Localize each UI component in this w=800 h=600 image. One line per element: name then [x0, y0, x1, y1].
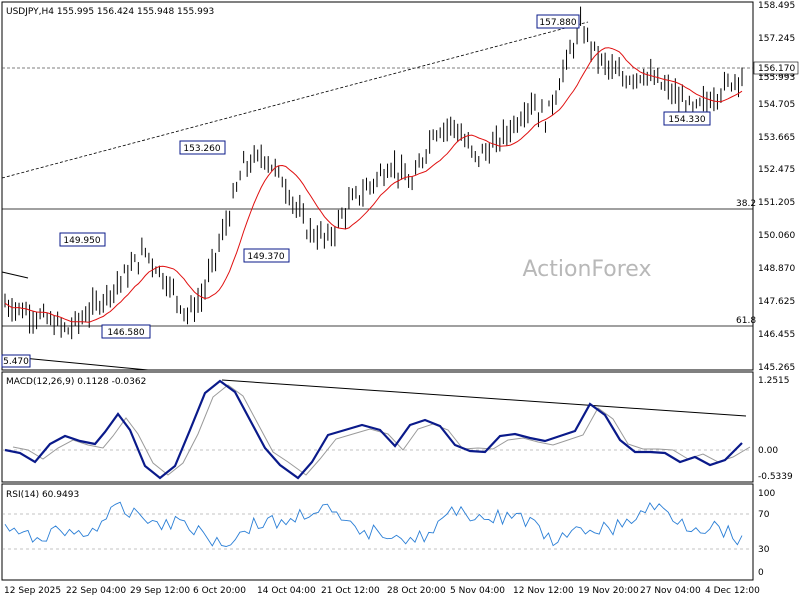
- x-axis: 12 Sep 2025 22 Sep 04:00 29 Sep 12:00 6 Oct…: [4, 586, 760, 596]
- svg-text:153.260: 153.260: [183, 144, 220, 154]
- moving-average-line: [4, 47, 743, 323]
- price-ytick: 157.245: [758, 34, 795, 44]
- x-tick-label: 12 Sep 2025: [4, 586, 61, 596]
- annotation-157880: 157.880: [536, 14, 580, 29]
- x-tick-label: 27 Nov 04:00: [640, 586, 701, 596]
- macd-ytick-top: 1.2515: [758, 376, 790, 386]
- svg-text:155.993: 155.993: [758, 73, 795, 83]
- fib-61-label: 61.8: [736, 316, 756, 326]
- svg-text:156.170: 156.170: [758, 64, 795, 74]
- rsi-line: [4, 501, 743, 547]
- annotation-5470: 5.470: [1, 354, 31, 368]
- candles-group: [4, 6, 743, 340]
- price-y-axis: 158.495157.245155.955154.705153.665152.4…: [758, 1, 795, 373]
- annotation-154330: 154.330: [663, 111, 711, 126]
- annotation-149950: 149.950: [59, 232, 106, 247]
- price-ytick: 147.625: [758, 297, 795, 307]
- current-price-tag: 156.170 155.993: [753, 61, 799, 83]
- macd-ytick-bottom: -0.5339: [758, 472, 793, 482]
- svg-text:146.580: 146.580: [107, 328, 144, 338]
- svg-text:154.330: 154.330: [668, 115, 705, 125]
- x-tick-label: 5 Nov 04:00: [450, 586, 505, 596]
- svg-text:149.950: 149.950: [63, 236, 100, 246]
- x-tick-label: 22 Sep 04:00: [66, 586, 126, 596]
- x-tick-label: 19 Nov 20:00: [578, 586, 639, 596]
- svg-text:157.880: 157.880: [539, 18, 576, 28]
- fib-38-label: 38.2: [736, 199, 756, 209]
- price-ytick: 154.705: [758, 100, 795, 110]
- watermark: ActionForex: [523, 257, 652, 282]
- annotation-153260: 153.260: [179, 140, 226, 155]
- price-ytick: 145.265: [758, 363, 795, 373]
- rsi-panel: [1, 483, 754, 581]
- price-panel: [1, 1, 754, 371]
- rsi-ytick-30: 30: [758, 545, 770, 555]
- rsi-title: RSI(14) 60.9493: [6, 490, 79, 500]
- rsi-ytick-0: 0: [758, 568, 764, 578]
- svg-text:5.470: 5.470: [3, 357, 29, 367]
- x-tick-label: 6 Oct 20:00: [193, 586, 246, 596]
- price-ytick: 151.205: [758, 198, 795, 208]
- svg-text:149.370: 149.370: [247, 252, 284, 262]
- macd-title: MACD(12,26,9) 0.1128 -0.0362: [6, 377, 146, 387]
- trend-line-short: [1, 271, 29, 279]
- trend-line-dashed: [1, 21, 589, 179]
- macd-signal-line: [12, 384, 751, 476]
- annotation-149370: 149.370: [243, 248, 290, 263]
- x-tick-label: 4 Dec 12:00: [705, 586, 760, 596]
- x-tick-label: 28 Oct 20:00: [387, 586, 446, 596]
- rsi-ytick-70: 70: [758, 510, 770, 520]
- price-ytick: 150.060: [758, 231, 795, 241]
- price-ytick: 148.870: [758, 264, 795, 274]
- macd-line: [4, 379, 743, 480]
- price-ytick: 158.495: [758, 1, 795, 11]
- symbol-info: USDJPY,H4 155.995 156.424 155.948 155.99…: [6, 7, 214, 17]
- x-tick-label: 14 Oct 04:00: [257, 586, 316, 596]
- macd-ytick-zero: 0.00: [758, 446, 778, 456]
- price-ytick: 146.455: [758, 330, 795, 340]
- macd-trend-line: [221, 379, 747, 417]
- x-tick-label: 12 Nov 12:00: [513, 586, 574, 596]
- price-ytick: 152.475: [758, 165, 795, 175]
- rsi-ytick-100: 100: [758, 489, 775, 499]
- price-ytick: 153.665: [758, 133, 795, 143]
- x-tick-label: 21 Oct 12:00: [321, 586, 380, 596]
- annotation-146580: 146.580: [101, 324, 151, 339]
- x-tick-label: 29 Sep 12:00: [130, 586, 190, 596]
- macd-panel: [1, 371, 754, 483]
